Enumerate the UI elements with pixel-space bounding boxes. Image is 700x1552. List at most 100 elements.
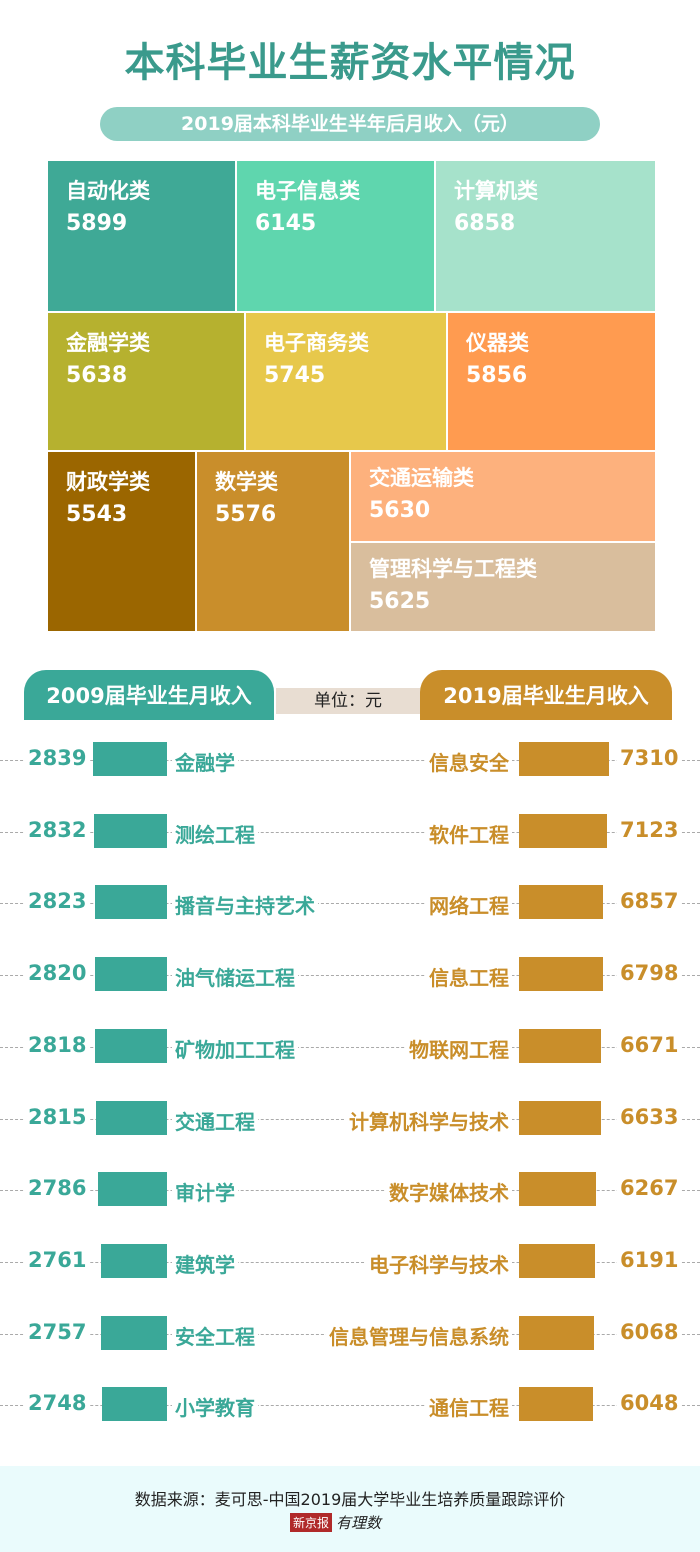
bar-2009 [95,1100,167,1135]
value-2019: 6633 [617,1104,682,1129]
tile-label: 仪器类 [466,331,529,355]
value-2009: 2786 [25,1176,90,1201]
table-row: 2823 播音与主持艺术 网络工程 6857 [0,885,700,921]
value-2019: 7123 [617,817,682,842]
dotted-line [0,1261,700,1263]
tile-value: 5899 [66,211,128,236]
treemap-tile: 数学类 5576 [196,451,350,632]
tile-value: 5638 [66,363,128,388]
major-2009: 测绘工程 [172,818,258,848]
treemap-title: 2019届本科毕业生半年后月收入（元） [100,107,600,141]
tile-value: 5543 [66,502,128,527]
bar-2009 [95,957,167,992]
tile-label: 金融学类 [66,331,150,355]
value-2009: 2823 [25,889,90,914]
tile-value: 5856 [466,363,528,388]
major-2019: 电子科学与技术 [366,1248,512,1278]
major-2019: 计算机科学与技术 [346,1105,512,1135]
major-2019: 物联网工程 [406,1033,512,1063]
value-2019: 6857 [617,889,682,914]
bar-2009 [100,1243,167,1278]
tile-value: 5745 [264,363,326,388]
bar-2019 [519,1028,602,1063]
bar-2019 [519,885,604,920]
table-row: 2818 矿物加工工程 物联网工程 6671 [0,1028,700,1065]
tile-label: 交通运输类 [369,466,474,490]
unit-label: 单位：元 [276,688,420,714]
treemap-tile: 仪器类 5856 [447,312,656,451]
bar-2009 [102,1387,167,1422]
table-row: 2761 建筑学 电子科学与技术 6191 [0,1243,700,1280]
value-2009: 2761 [25,1247,90,1272]
value-2009: 2818 [25,1032,90,1057]
bar-2019 [519,1315,594,1350]
treemap-tile: 计算机类 6858 [435,160,656,312]
tile-label: 数学类 [215,470,278,494]
bar-2019 [519,1243,596,1278]
major-2009: 播音与主持艺术 [172,890,318,920]
dotted-line [0,1046,700,1048]
value-2019: 6798 [617,961,682,986]
tile-value: 6145 [255,211,317,236]
value-2019: 6267 [617,1176,682,1201]
major-2019: 网络工程 [426,890,512,920]
major-2019: 信息管理与信息系统 [326,1320,512,1350]
logo: 新京报 有理数 [290,1512,381,1533]
tile-label: 电子信息类 [255,179,360,203]
treemap-tile: 管理科学与工程类 5625 [350,542,656,632]
dotted-line [0,975,700,977]
page-title: 本科毕业生薪资水平情况 [124,40,576,86]
footer: 数据来源：麦可思-中国2019届大学毕业生培养质量跟踪评价 新京报 有理数 [0,1466,700,1552]
legend-2009: 2009届毕业生月收入 [24,670,274,720]
bar-2019 [519,1172,597,1207]
major-2019: 数字媒体技术 [386,1177,512,1207]
tile-label: 计算机类 [454,179,538,203]
source-text: 数据来源：麦可思-中国2019届大学毕业生培养质量跟踪评价 [134,1490,566,1509]
treemap-tile: 金融学类 5638 [47,312,245,451]
bar-2009 [93,742,167,776]
table-row: 2815 交通工程 计算机科学与技术 6633 [0,1100,700,1137]
tile-value: 6858 [454,211,516,236]
logo-text: 有理数 [336,1514,382,1532]
table-row: 2832 测绘工程 软件工程 7123 [0,813,700,850]
treemap-tile: 财政学类 5543 [47,451,196,632]
major-2009: 交通工程 [172,1105,258,1135]
dotted-line [0,831,700,833]
treemap-tile: 电子商务类 5745 [245,312,447,451]
treemap-tile: 电子信息类 6145 [236,160,435,312]
tile-label: 自动化类 [66,179,150,203]
bar-2019 [519,742,609,776]
treemap-tile: 交通运输类 5630 [350,451,656,542]
table-row: 2820 油气储运工程 信息工程 6798 [0,957,700,993]
major-2009: 建筑学 [172,1248,238,1278]
major-2009: 矿物加工工程 [172,1033,298,1063]
legend-2019: 2019届毕业生月收入 [420,670,672,720]
value-2019: 6068 [617,1319,682,1344]
major-2009: 安全工程 [172,1320,258,1350]
major-2019: 信息工程 [426,962,512,992]
major-2009: 审计学 [172,1177,238,1207]
major-2019: 信息安全 [426,747,512,776]
major-2019: 软件工程 [426,818,512,848]
bar-2009 [95,1028,167,1063]
table-row: 2786 审计学 数字媒体技术 6267 [0,1172,700,1208]
bar-2009 [98,1172,167,1207]
value-2009: 2748 [25,1391,90,1416]
value-2009: 2820 [25,961,90,986]
tile-label: 电子商务类 [264,331,369,355]
dotted-line [0,760,700,761]
dotted-line [0,1190,700,1192]
value-2019: 6048 [617,1391,682,1416]
tile-value: 5625 [369,589,431,614]
value-2009: 2832 [25,817,90,842]
major-2009: 金融学 [172,747,238,776]
major-2009: 小学教育 [172,1392,258,1422]
table-row: 2748 小学教育 通信工程 6048 [0,1387,700,1423]
value-2019: 7310 [617,746,682,770]
table-row: 2757 安全工程 信息管理与信息系统 6068 [0,1315,700,1352]
major-2019: 通信工程 [426,1392,512,1422]
bar-2009 [93,813,167,848]
bar-2019 [519,1387,594,1422]
value-2019: 6191 [617,1247,682,1272]
dotted-line [0,903,700,905]
